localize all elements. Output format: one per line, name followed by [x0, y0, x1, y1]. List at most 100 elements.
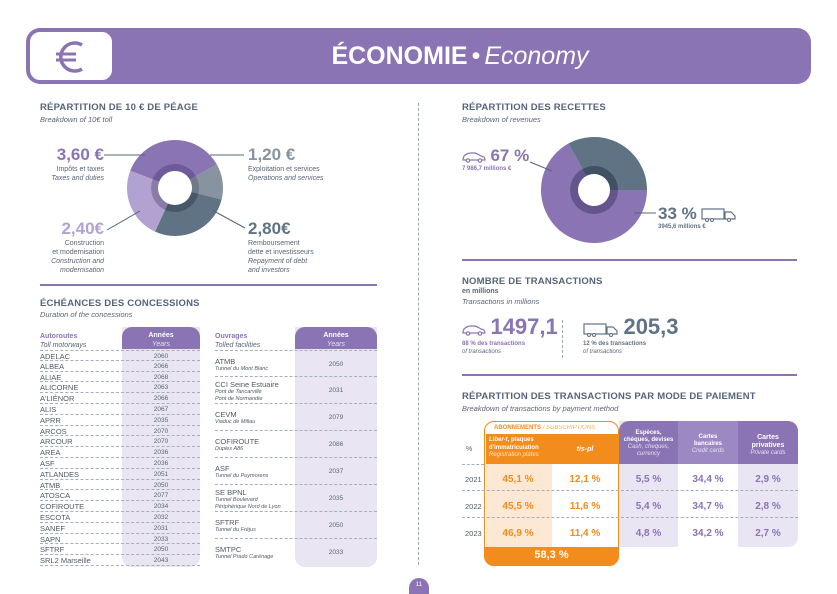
motorway-year: 2063	[153, 384, 169, 392]
motorway-row: ATMB 2050	[40, 480, 200, 491]
private-fr-1: Cartes	[757, 434, 779, 441]
liber-t-header: Liber-t, plaques d'immatriculation Regis…	[489, 437, 551, 460]
private-en: Private cards	[750, 450, 786, 456]
motorway-name: SRL2 Marseille	[40, 556, 91, 566]
motorway-row: ESCOTA 2032	[40, 512, 200, 523]
credit-fr-1: Cartes	[698, 434, 718, 440]
credit-cards-column	[678, 464, 738, 547]
car-icon	[462, 325, 486, 336]
facilities-table: Années Years Ouvrages Tolled facilities …	[215, 327, 377, 567]
transactions-divider	[562, 320, 563, 358]
facility-name: SFTRF	[215, 518, 240, 527]
payment-cell: 5,5 %	[635, 474, 662, 485]
motorway-year: 2034	[153, 503, 169, 511]
motorway-row: ASF 2036	[40, 458, 200, 469]
motorway-year: 2051	[153, 470, 169, 478]
facility-detail: Duplex A86	[215, 446, 244, 452]
pct-label: %	[466, 446, 473, 453]
years-header-en: Years	[327, 341, 345, 348]
facility-row: CCI Seine Estuaire Pont de Tancarville Pon…	[215, 377, 377, 404]
motorway-year: 2035	[153, 416, 169, 424]
motorway-row: ATOSCA 2077	[40, 490, 200, 502]
header-bar	[26, 28, 811, 84]
motorway-name: ALBEA	[40, 361, 65, 371]
leader-line	[211, 209, 246, 229]
motorway-name: ALIS	[40, 405, 57, 414]
motorway-year: 2036	[153, 449, 169, 457]
motorway-row: ALIS 2067	[40, 404, 200, 415]
toll-label-en: Construction and	[51, 258, 104, 265]
page-number: 11	[409, 578, 429, 594]
toll-label-en: Taxes and duties	[51, 175, 104, 182]
payment-cell: 5,4 %	[635, 501, 662, 512]
cars-share-fr: 88 % des transactions	[462, 341, 526, 347]
motorway-year: 2077	[153, 492, 169, 500]
years-header-en: Years	[152, 341, 170, 348]
row-separator	[462, 464, 484, 465]
facility-detail: Tunnel du Puymorens	[215, 473, 269, 479]
motorway-row: ATLANDES 2051	[40, 469, 200, 480]
motorway-row: ALICORNE 2063	[40, 382, 200, 394]
facility-name: SE BPNL	[215, 488, 247, 497]
motorway-year: 2060	[153, 353, 169, 360]
car-icon	[462, 152, 486, 163]
motorway-name: COFIROUTE	[40, 502, 85, 512]
motorway-row: A'LIÉNOR 2066	[40, 393, 200, 404]
toll-label-fr: Construction	[64, 240, 104, 247]
cash-fr-2: chèques, devises	[623, 437, 674, 443]
private-fr-2: privatives	[751, 441, 785, 449]
title-en: Economy	[484, 42, 589, 70]
toll-item-construction: 2,40€ Construction et modernisation Cons…	[30, 219, 104, 275]
motorway-row: SFTRF 2050	[40, 544, 200, 556]
transactions-subtitle: Transactions in millions	[462, 297, 540, 306]
facility-name-block: COFIROUTE Duplex A86	[215, 437, 259, 453]
facility-detail: Pont de Normandie	[215, 395, 263, 402]
payment-cell: 11,6 %	[569, 501, 601, 512]
facilities-header-en: Tolled facilities	[215, 342, 261, 349]
toll-title: RÉPARTITION DE 10 € DE PÉAGE	[40, 102, 198, 113]
truck-icon	[583, 323, 618, 337]
motorway-name: APRR	[40, 415, 61, 425]
row-separator	[462, 517, 798, 518]
euro-icon	[56, 41, 83, 73]
facility-detail: Viaduc de Millau	[215, 419, 256, 425]
cars-transactions-share: 88 % des transactions of transactions	[462, 340, 525, 356]
motorways-header-fr: Autoroutes	[40, 333, 78, 340]
payment-cell: 46,9 %	[502, 528, 534, 539]
truck-icon	[701, 208, 736, 222]
facility-year: 2050	[328, 361, 344, 368]
donut-slice	[541, 143, 647, 243]
payment-title: RÉPARTITION DES TRANSACTIONS PAR MODE DE…	[462, 391, 756, 402]
subscriptions-total: 58,3 %	[534, 549, 569, 561]
motorway-name: ATOSCA	[40, 491, 71, 501]
facility-detail: Périphérique Nord de Lyon	[215, 503, 281, 510]
facility-detail: Tunnel Prado Carénage	[215, 554, 274, 560]
motorway-year: 2031	[153, 524, 169, 532]
donut-inner-ring	[189, 176, 199, 194]
trucks-share-en: of transactions	[583, 349, 623, 355]
trucks-revenue-pct: 33 %	[658, 204, 697, 223]
concessions-subtitle: Duration of the concessions	[40, 310, 133, 319]
leader-line	[529, 161, 553, 172]
facility-name-block: SMTPC Tunnel Prado Carénage	[215, 545, 273, 561]
facility-name: CEVM	[215, 410, 237, 419]
concessions-title: ÉCHÉANCES DES CONCESSIONS	[40, 298, 200, 309]
subscriptions-header-fill	[485, 434, 618, 464]
liber-t-column	[485, 464, 552, 548]
toll-item-taxes: 3,60 € Impôts et taxes Taxes and duties	[30, 145, 104, 183]
row-separator	[462, 490, 798, 491]
private-header: Cartes privatives Private cards	[738, 434, 798, 458]
cash-en-1: Cash, cheques,	[627, 444, 670, 450]
motorway-year: 2068	[153, 373, 169, 381]
donut-slice	[568, 137, 647, 190]
liber-t-fr-a: , plaques	[507, 437, 534, 443]
toll-label-en: Repayment of debt	[248, 258, 308, 265]
motorway-year: 2066	[153, 395, 169, 403]
revenue-cars: 67 %	[462, 146, 529, 166]
toll-value: 2,80€	[248, 219, 291, 238]
cash-fr-1: Espèces,	[635, 430, 662, 436]
motorway-name: AREA	[40, 448, 61, 458]
motorways-header-en: Toll motorways	[40, 342, 87, 349]
credit-header: Cartes bancaires Credit cards	[678, 434, 738, 455]
motorway-name: ARCOUR	[40, 437, 73, 447]
